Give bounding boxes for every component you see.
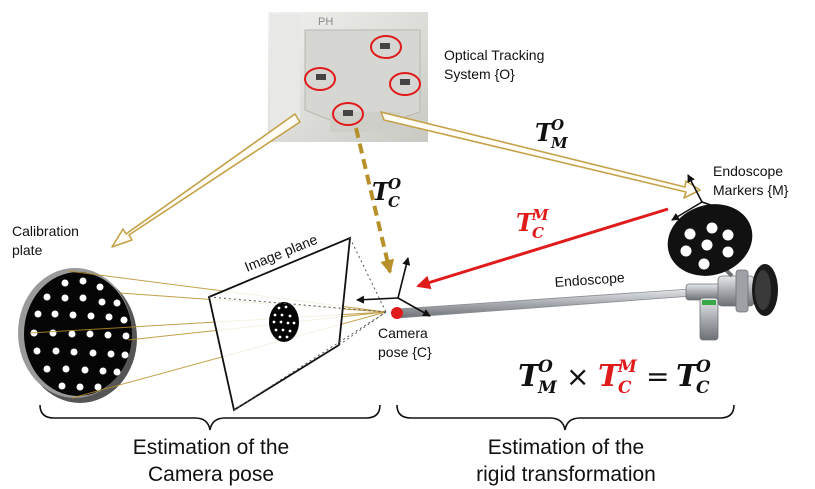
estimation-camera-line1: Estimation of the bbox=[133, 436, 289, 459]
green-ring bbox=[702, 300, 716, 305]
brace-left bbox=[39, 404, 381, 431]
endoscope-head bbox=[685, 264, 778, 341]
label-tcm: T M C bbox=[516, 206, 549, 242]
optical-tracking-label-line1: Optical Tracking bbox=[444, 47, 544, 63]
calibration-label-line2: plate bbox=[12, 242, 43, 258]
projected-plate bbox=[269, 302, 299, 342]
svg-text:O: O bbox=[696, 357, 711, 377]
svg-text:C: C bbox=[618, 378, 632, 398]
estimation-camera-line2: Camera pose bbox=[148, 463, 274, 486]
svg-text:M: M bbox=[531, 206, 549, 224]
image-plane bbox=[207, 236, 352, 412]
camera-axes bbox=[356, 257, 431, 317]
svg-text:O: O bbox=[538, 357, 553, 377]
eq-tcm-T: T bbox=[598, 359, 623, 394]
tracking-sensor-left bbox=[304, 67, 336, 91]
gold-arrow-to-calibration bbox=[111, 113, 301, 248]
label-tco: T O C bbox=[372, 175, 401, 211]
svg-text:C: C bbox=[532, 224, 544, 242]
gold-arrow-to-markers bbox=[380, 111, 701, 199]
dashed-arrow-tco bbox=[354, 127, 395, 274]
calibration-dots bbox=[30, 277, 130, 391]
tracking-sensor-top bbox=[370, 35, 402, 59]
camera-frustum bbox=[208, 237, 387, 411]
eq-times: × bbox=[566, 360, 589, 393]
svg-text:M: M bbox=[537, 378, 558, 398]
optical-tracking-label-line2: System {O} bbox=[444, 66, 515, 82]
endoscope-markers-label-line1: Endoscope bbox=[713, 163, 783, 179]
endoscope bbox=[396, 204, 778, 341]
marker-disk bbox=[667, 204, 753, 276]
eq-tmo-T: T bbox=[518, 359, 543, 394]
camera-pose-label-line2: pose {C} bbox=[378, 344, 432, 360]
label-tmo: T O M bbox=[535, 116, 568, 152]
camera-pose-label-line1: Camera bbox=[378, 325, 428, 341]
svg-text:C: C bbox=[696, 378, 710, 398]
red-arrow-tcm bbox=[416, 207, 669, 290]
projected-dots bbox=[272, 305, 296, 339]
svg-text:T: T bbox=[372, 177, 392, 206]
calibration-plate bbox=[18, 268, 137, 403]
endoscope-label: Endoscope bbox=[554, 269, 625, 290]
eq-tco-T: T bbox=[676, 359, 701, 394]
eq-equals: = bbox=[646, 360, 669, 393]
tracking-sensor-right bbox=[389, 72, 421, 96]
svg-text:T: T bbox=[516, 208, 536, 237]
svg-text:O: O bbox=[551, 116, 564, 134]
svg-text:C: C bbox=[388, 193, 400, 211]
estimation-rigid-line1: Estimation of the bbox=[488, 436, 644, 459]
svg-text:M: M bbox=[550, 134, 568, 152]
svg-text:T: T bbox=[535, 118, 555, 147]
endoscope-markers-label-line2: Markers {M} bbox=[713, 182, 789, 198]
calibration-label-line1: Calibration bbox=[12, 223, 79, 239]
svg-text:O: O bbox=[388, 175, 401, 193]
brace-right bbox=[396, 404, 735, 431]
camera-center-dot bbox=[391, 307, 403, 319]
device-brand-text: PH bbox=[318, 16, 333, 28]
tracking-sensor-bottom bbox=[332, 102, 364, 126]
estimation-rigid-line2: rigid transformation bbox=[476, 463, 656, 486]
svg-text:M: M bbox=[617, 357, 638, 377]
markers-axes bbox=[671, 174, 738, 221]
equation: T O M × T M C = T O C bbox=[518, 357, 711, 398]
